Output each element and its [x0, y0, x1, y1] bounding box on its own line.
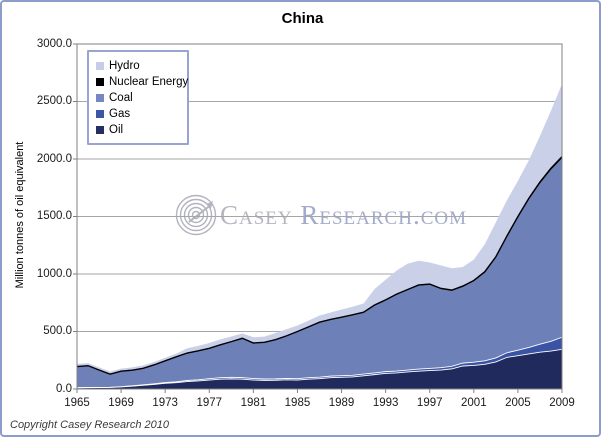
- y-tick-label: 2500.0: [36, 95, 72, 107]
- legend-item: Nuclear Energy: [96, 74, 188, 90]
- x-tick-label: 1965: [64, 397, 90, 409]
- legend-label: Nuclear Energy: [109, 76, 189, 88]
- x-tick-label: 1985: [284, 397, 311, 409]
- x-tick-label: 2009: [549, 397, 575, 409]
- copyright-text: Copyright Casey Research 2010: [10, 419, 169, 431]
- legend-swatch: [96, 94, 104, 102]
- legend-item: Gas: [96, 106, 181, 122]
- legend-label: Gas: [109, 108, 131, 120]
- x-tick-label: 1969: [108, 397, 134, 409]
- legend-swatch: [96, 78, 104, 86]
- legend-item: Coal: [96, 90, 181, 106]
- x-tick-label: 1989: [328, 397, 355, 409]
- y-tick-label: 2000.0: [36, 152, 72, 165]
- x-tick-label: 1981: [240, 397, 267, 409]
- x-tick-label: 1993: [372, 397, 399, 409]
- legend-swatch: [96, 110, 104, 118]
- y-tick-label: 500.0: [43, 325, 72, 337]
- legend-label: Oil: [109, 124, 124, 136]
- x-tick-label: 1997: [416, 397, 443, 409]
- legend-swatch: [96, 126, 104, 134]
- y-tick-label: 3000.0: [36, 37, 72, 50]
- legend: Hydro Nuclear Energy Coal Gas Oil: [87, 50, 189, 145]
- legend-item: Hydro: [96, 58, 181, 74]
- legend-label: Coal: [109, 92, 133, 104]
- y-tick-label: 1000.0: [36, 267, 72, 280]
- legend-item: Oil: [96, 122, 181, 138]
- x-tick-label: 1977: [196, 397, 223, 409]
- y-tick-label: 0.0: [56, 382, 72, 395]
- x-tick-label: 2001: [461, 397, 487, 409]
- chart-title: China: [281, 10, 324, 27]
- x-tick-label: 1973: [152, 397, 178, 409]
- x-tick-label: 2005: [505, 397, 531, 409]
- y-tick-label: 1500.0: [36, 210, 72, 222]
- legend-swatch: [96, 62, 104, 70]
- legend-label: Hydro: [109, 60, 140, 72]
